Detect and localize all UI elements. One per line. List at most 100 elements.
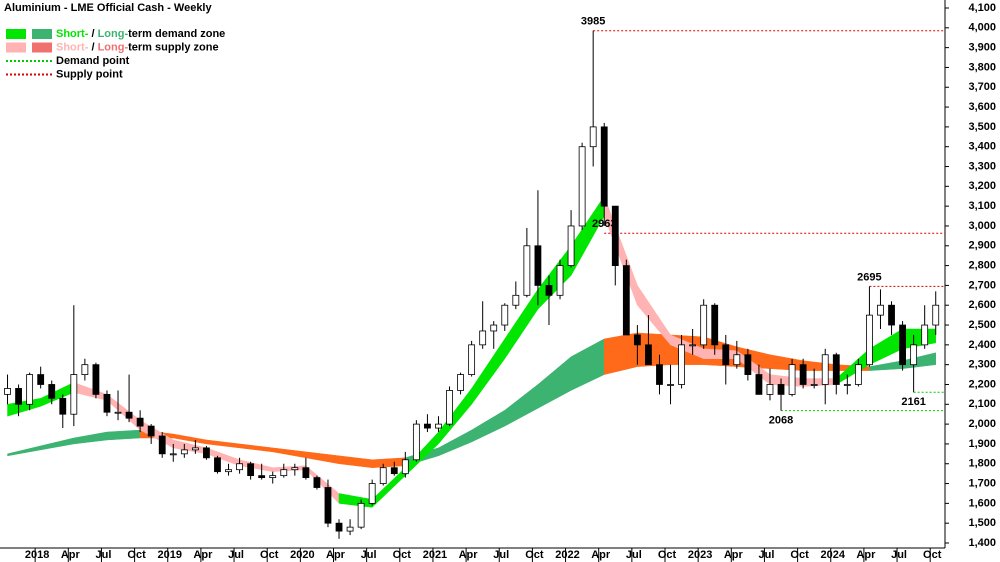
x-tick-label: Oct: [525, 549, 544, 561]
candle-body: [4, 388, 11, 395]
candle-body: [700, 304, 708, 346]
legend-text-part: Short-: [56, 41, 89, 53]
y-tick-label: 2,000: [968, 418, 996, 430]
candle-body: [611, 205, 619, 266]
y-tick-label: 3,500: [968, 121, 996, 133]
x-tick-label: 2023: [688, 549, 712, 561]
x-tick-label: 2024: [821, 549, 846, 561]
candle-body: [755, 374, 763, 395]
candle-body: [799, 364, 807, 385]
y-tick-label: 3,300: [968, 160, 996, 172]
x-tick-label: Jul: [891, 549, 907, 561]
candle-body: [59, 397, 67, 415]
candle-body: [70, 374, 78, 415]
x-tick-label: Apr: [856, 549, 876, 561]
y-tick-label: 1,800: [968, 458, 996, 470]
annotation-label: 2695: [857, 271, 881, 283]
candle-body: [821, 354, 829, 385]
candle-body: [512, 294, 520, 306]
candle-body: [490, 324, 498, 332]
x-tick-label: 2022: [555, 549, 579, 561]
y-tick-label: 3,200: [968, 180, 996, 192]
candle-body: [357, 502, 365, 528]
candle-body: [457, 374, 464, 391]
candle-body: [744, 354, 752, 375]
candle-body: [921, 324, 929, 346]
candle-body: [26, 374, 34, 405]
candle-body: [545, 285, 553, 296]
y-tick-label: 2,400: [968, 339, 996, 351]
candle-body: [910, 344, 918, 366]
candle-body: [733, 354, 741, 366]
candle-body: [689, 344, 697, 347]
annotation-label: 2161: [901, 396, 925, 408]
candle-body: [567, 225, 575, 266]
x-tick-label: Apr: [724, 549, 744, 561]
x-tick-label: Apr: [459, 549, 479, 561]
y-tick-label: 3,400: [968, 141, 996, 153]
candle-body: [810, 384, 818, 386]
y-tick-label: 4,000: [968, 22, 996, 34]
y-tick-label: 1,900: [968, 438, 996, 450]
legend-swatch: [32, 42, 52, 53]
candle-body: [722, 344, 730, 366]
candle-body: [888, 304, 895, 326]
y-tick-label: 2,700: [968, 279, 996, 291]
candle-body: [424, 423, 431, 429]
candle-body: [48, 384, 56, 399]
candle-body: [401, 459, 409, 475]
y-tick-label: 3,900: [968, 42, 996, 54]
candle-body: [656, 364, 663, 385]
candle-body: [214, 457, 221, 473]
x-tick-label: Oct: [923, 549, 942, 561]
candle-body: [379, 467, 387, 484]
y-tick-label: 2,500: [968, 319, 996, 331]
x-tick-label: Jul: [228, 549, 244, 561]
candle-body: [280, 469, 288, 477]
candle-body: [125, 411, 133, 419]
candle-body: [346, 526, 354, 532]
x-tick-label: 2020: [290, 549, 314, 561]
x-tick-label: Oct: [790, 549, 809, 561]
legend-text-part: term supply zone: [128, 41, 218, 53]
annotation-label: 3985: [581, 16, 605, 28]
candle-body: [313, 477, 321, 488]
candle-body: [15, 388, 22, 405]
candle-body: [203, 447, 210, 459]
candle-body: [435, 423, 442, 429]
candle-body: [136, 417, 144, 427]
chart-title: Aluminium - LME Official Cash - Weekly: [4, 2, 212, 14]
candle-body: [866, 314, 873, 366]
candle-body: [180, 449, 188, 455]
x-tick-label: 2019: [158, 549, 182, 561]
candle-body: [600, 126, 608, 207]
candle-body: [645, 344, 652, 366]
legend-text-part: Long-: [98, 41, 129, 53]
legend-label: Short- / Long-term demand zone: [56, 28, 225, 40]
candle-body: [103, 393, 111, 413]
y-tick-label: 2,200: [968, 378, 996, 390]
candle-body: [390, 467, 398, 475]
candle-body: [667, 384, 674, 386]
x-tick-label: Jul: [758, 549, 774, 561]
candle-body: [766, 384, 774, 395]
candle-body: [468, 344, 476, 375]
legend-text-part: /: [88, 28, 97, 40]
candle-body: [899, 324, 906, 366]
candle-body: [479, 330, 487, 346]
annotation-label: 2068: [769, 415, 793, 427]
y-tick-label: 3,100: [968, 200, 996, 212]
x-tick-label: Jul: [361, 549, 377, 561]
legend-text-part: /: [88, 41, 97, 53]
x-tick-label: Jul: [626, 549, 642, 561]
y-tick-label: 3,000: [968, 220, 996, 232]
y-tick-label: 4,100: [968, 2, 996, 14]
candle-body: [832, 354, 840, 385]
candle-body: [501, 304, 509, 326]
zone-segment: [371, 457, 406, 468]
candle-body: [633, 334, 641, 346]
candle-body: [291, 467, 299, 471]
legend-swatch: [32, 29, 52, 39]
